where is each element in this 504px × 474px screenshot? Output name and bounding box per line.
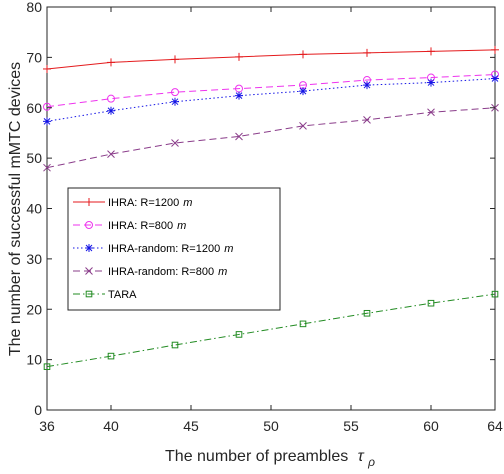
data-point (491, 45, 499, 54)
x-axis-label-symbol: τ (358, 448, 365, 465)
data-point (43, 363, 51, 370)
legend-box (67, 187, 281, 311)
series-line (46, 49, 496, 70)
data-point (235, 331, 243, 338)
data-point (107, 58, 115, 67)
data-point (171, 55, 179, 64)
x-axis-label: The number of preambles τ ρ (165, 448, 375, 469)
data-point (299, 87, 307, 96)
data-point (235, 52, 243, 61)
x-tick-label: 60 (423, 418, 439, 434)
data-point (171, 97, 179, 106)
x-tick-label: 64 (487, 418, 503, 434)
x-tick-label: 50 (263, 418, 279, 434)
data-point (171, 139, 179, 147)
data-point (107, 106, 115, 115)
y-tick-label: 50 (26, 150, 42, 166)
legend-label: IHRA-random: R=800 m (108, 266, 227, 278)
data-point (491, 290, 499, 298)
data-point (363, 48, 371, 57)
data-point (43, 117, 51, 126)
x-tick-label: 36 (39, 418, 55, 434)
data-point (107, 352, 115, 360)
data-point (427, 108, 435, 117)
data-point (427, 78, 435, 87)
x-tick-label: 55 (343, 418, 359, 434)
data-point (43, 163, 51, 172)
y-tick-label: 30 (26, 251, 42, 267)
y-tick-label: 40 (26, 201, 42, 217)
series-line (46, 293, 496, 368)
series-2 (43, 70, 499, 111)
data-point (235, 132, 243, 141)
legend-label: IHRA: R=1200 m (108, 197, 192, 209)
y-tick-label: 60 (26, 100, 42, 116)
series-line (46, 74, 496, 108)
legend-marker (85, 221, 93, 229)
data-point (171, 341, 179, 349)
legend-item: IHRA: R=800 m (73, 220, 186, 232)
legend-marker (85, 198, 93, 206)
legend-label: IHRA: R=800 m (108, 220, 186, 232)
axes: 36 40 45 50 55 60 64 0 10 20 30 40 50 60 70 80 (26, 0, 503, 434)
series-3 (43, 74, 499, 126)
data-point (107, 94, 115, 103)
legend: IHRA: R=1200 m IHRA: R=800 m IHRA-random: R=… (67, 187, 281, 311)
legend-item: IHRA-random: R=800 m (73, 266, 227, 278)
y-tick-label: 10 (26, 352, 42, 368)
series-1 (43, 45, 499, 73)
data-point (363, 309, 371, 317)
x-axis-label-text: The number of preambles (165, 448, 348, 465)
data-point (299, 50, 307, 59)
x-tick-label: 45 (183, 418, 199, 434)
x-axis-label-subscript: ρ (367, 455, 375, 469)
legend-label: TARA (108, 289, 137, 301)
data-point (491, 74, 499, 83)
data-point (43, 102, 51, 111)
y-axis-label: The number of successful mMTC devices (7, 62, 24, 356)
data-point (171, 88, 179, 97)
series-4 (43, 103, 499, 172)
legend-label: IHRA-random: R=1200 m (108, 243, 233, 255)
series-lines (43, 45, 499, 370)
legend-marker (85, 244, 93, 252)
x-tick-label: 40 (103, 418, 119, 434)
data-point (299, 122, 307, 130)
data-point (427, 299, 435, 307)
data-point (43, 64, 51, 73)
data-point (363, 115, 371, 124)
legend-item: IHRA-random: R=1200 m (73, 243, 233, 255)
y-tick-label: 0 (34, 402, 42, 418)
data-point (107, 150, 115, 158)
y-tick-label: 80 (26, 0, 42, 15)
data-point (427, 47, 435, 56)
y-tick-label: 20 (26, 301, 42, 317)
series-line (46, 107, 496, 169)
data-point (363, 81, 371, 90)
legend-item: IHRA: R=1200 m (73, 197, 192, 209)
data-point (299, 320, 307, 328)
y-tick-label: 70 (26, 49, 42, 65)
series-5 (43, 290, 499, 370)
data-point (235, 91, 243, 100)
legend-marker (85, 290, 93, 298)
legend-item: TARA (73, 289, 137, 301)
legend-marker (85, 267, 93, 275)
